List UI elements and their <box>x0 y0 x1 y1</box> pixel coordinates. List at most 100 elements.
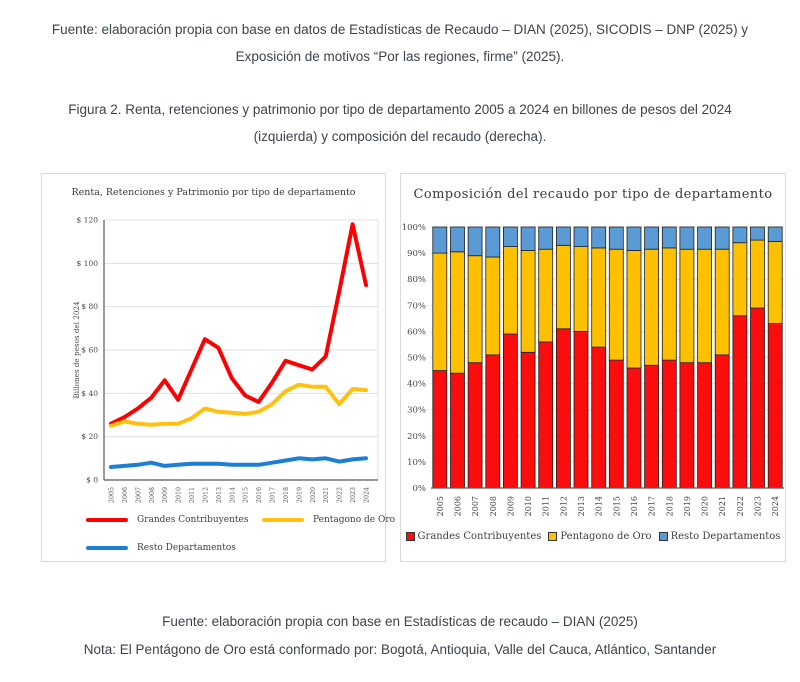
bar-segment <box>644 226 660 250</box>
y-tick-label: 60% <box>407 327 426 337</box>
x-tick-label: 2010 <box>176 487 183 503</box>
x-tick-label: 2019 <box>683 496 692 516</box>
x-tick-label: 2020 <box>310 487 317 503</box>
bar-segment <box>679 362 695 489</box>
bar-segment <box>432 226 448 254</box>
x-tick-label: 2022 <box>337 487 344 503</box>
x-tick-label: 2013 <box>216 487 223 503</box>
y-tick-label: 10% <box>407 458 426 468</box>
bar-segment <box>714 226 730 250</box>
bar-segment <box>591 226 607 249</box>
x-tick-label: 2014 <box>595 496 604 516</box>
legend-item: Resto Departamentos <box>658 531 781 542</box>
y-tick-label: $ 20 <box>81 432 98 441</box>
bar-segment <box>503 226 518 248</box>
bar-chart-panel: 0% 10% 20% 30% 40% 50% 60% 70% 80% 90% 100% 2005 200… <box>400 173 786 562</box>
y-tick-label: 0% <box>413 484 427 494</box>
legend-label: Pentagono de Oro <box>560 531 652 542</box>
legend-item: Pentagono de Oro <box>262 515 395 525</box>
bar-segment <box>750 239 765 309</box>
bar-segment <box>767 323 783 489</box>
y-tick-label: 80% <box>407 275 426 285</box>
bar-segment <box>767 226 783 242</box>
x-tick-label: 2015 <box>612 496 621 516</box>
bar-segment <box>661 226 677 249</box>
bar-segment <box>467 226 483 257</box>
x-tick-label: 2018 <box>283 487 290 503</box>
x-tick-label: 2019 <box>296 487 303 503</box>
line-chart-title: Renta, Retenciones y Patrimonio por tipo… <box>71 187 356 198</box>
y-tick-label: $ 80 <box>81 302 98 311</box>
legend-label: Pentagono de Oro <box>313 515 396 525</box>
line-series <box>109 456 368 469</box>
x-tick-label: 2011 <box>542 496 551 516</box>
x-tick-label: 2005 <box>109 487 116 503</box>
line-chart: $ 0 $ 20 $ 40 $ 60 $ 80 $ 100 $ 120 Billones de… <box>72 216 379 503</box>
bar-segment <box>608 226 624 250</box>
bar-chart-legend: Grandes Contribuyentes Pentagono de Oro Re… <box>401 531 785 542</box>
bar-segment <box>679 226 695 250</box>
bar-segment <box>520 226 536 251</box>
bar-segment <box>485 226 501 258</box>
bar-segment <box>555 226 571 246</box>
bar-segment <box>714 248 730 356</box>
legend-line-swatch <box>86 518 128 522</box>
y-tick-label: 70% <box>407 301 426 311</box>
bar-segment <box>538 226 554 250</box>
bar-segment <box>591 346 607 489</box>
y-tick-label: 100% <box>402 223 426 233</box>
y-axis-title: Billones de pesos del 2024 <box>72 301 81 399</box>
y-tick-label: $ 0 <box>86 476 98 485</box>
figure-caption: Figura 2. Renta, retenciones y patrimoni… <box>68 102 732 144</box>
line-chart-legend-row1: Grandes Contribuyentes Pentagono de Oro <box>86 515 395 525</box>
x-tick-label: 2005 <box>436 496 445 516</box>
x-tick-label: 2012 <box>559 496 568 516</box>
x-tick-label: 2021 <box>323 487 330 503</box>
bar-segment <box>732 226 748 244</box>
x-tick-label: 2021 <box>718 496 727 516</box>
legend-line-swatch <box>86 546 128 550</box>
bar-segment <box>538 341 554 489</box>
bar-segment <box>573 246 589 332</box>
x-tick-label: 2016 <box>630 496 639 516</box>
legend-label: Resto Departamentos <box>670 531 781 542</box>
bar-segment <box>432 252 448 371</box>
top-source-text: Fuente: elaboración propia con base en d… <box>51 22 749 64</box>
x-tick-label: 2006 <box>122 487 129 503</box>
bar-segment <box>432 370 448 489</box>
line-series <box>109 222 368 426</box>
legend-item: Grandes Contribuyentes <box>405 531 541 542</box>
x-tick-label: 2017 <box>648 496 657 516</box>
x-tick-label: 2022 <box>736 496 745 516</box>
bar-segment <box>555 244 571 330</box>
x-tick-label: 2015 <box>243 487 250 503</box>
legend-item: Grandes Contribuyentes <box>86 515 262 525</box>
x-tick-label: 2018 <box>665 496 674 516</box>
bar-segment <box>573 330 589 489</box>
bar-segment <box>732 242 748 317</box>
bar-segment <box>661 359 677 489</box>
line-series <box>109 382 368 428</box>
bar-segment <box>750 226 765 241</box>
x-tick-label: 2006 <box>453 496 462 516</box>
x-tick-label: 2024 <box>364 487 371 503</box>
x-tick-label: 2007 <box>135 487 142 503</box>
x-tick-label: 2009 <box>506 496 515 516</box>
bar-segment <box>644 364 660 489</box>
bar-segment <box>573 226 589 248</box>
bar-segment <box>626 367 642 489</box>
bar-segment <box>591 247 607 348</box>
y-tick-label: $ 100 <box>77 259 99 268</box>
bar-segment <box>503 333 518 489</box>
x-tick-label: 2009 <box>162 487 169 503</box>
x-tick-label: 2012 <box>202 487 209 503</box>
bar-segment <box>626 250 642 369</box>
x-tick-label: 2017 <box>270 487 277 503</box>
x-tick-label: 2014 <box>229 487 236 503</box>
figure-panels: $ 0 $ 20 $ 40 $ 60 $ 80 $ 100 $ 120 Billones de… <box>41 173 800 562</box>
bar-segment <box>697 362 713 489</box>
x-tick-label: 2010 <box>524 496 533 516</box>
y-tick-label: 90% <box>407 249 426 259</box>
bar-segment <box>450 251 465 374</box>
bar-segment <box>644 248 660 366</box>
